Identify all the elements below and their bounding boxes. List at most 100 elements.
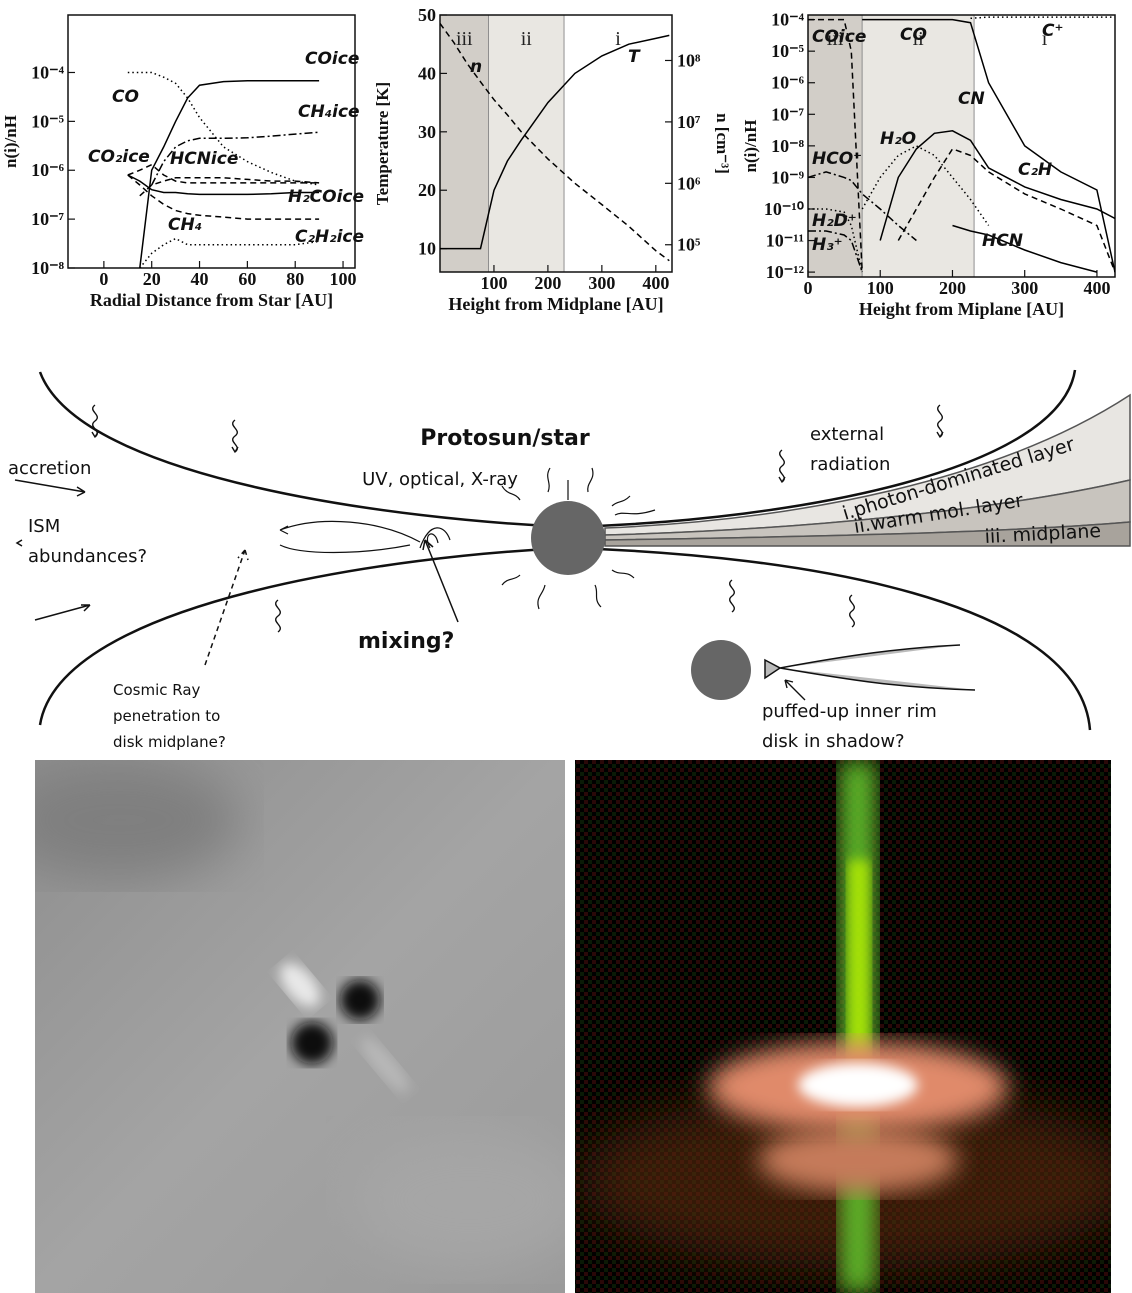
x-tick-label: 200 <box>534 273 561 293</box>
star-rays <box>501 467 656 610</box>
inner-star <box>691 640 751 700</box>
image-color <box>575 760 1111 1293</box>
series-line <box>127 174 320 220</box>
ism-label: ISM <box>28 516 60 537</box>
series-line <box>151 131 320 186</box>
y-tick-label: 10⁻⁷ <box>771 104 805 124</box>
x-tick-label: 400 <box>1083 278 1110 298</box>
rim-label: disk in shadow? <box>762 731 905 752</box>
series-line <box>127 163 320 184</box>
inner-rim <box>764 644 976 691</box>
y-tick-label: 10⁻¹² <box>766 262 804 282</box>
region <box>488 14 565 273</box>
series-line <box>808 18 863 273</box>
series-line <box>862 18 1115 273</box>
y2-tick-label: 10⁸ <box>677 50 701 70</box>
series-label: CO₂ice <box>88 147 150 167</box>
y2-tick-label: 10⁶ <box>677 173 701 193</box>
diagram <box>14 369 1131 731</box>
series-label: C⁺ <box>1042 21 1063 41</box>
series-label: C₂H <box>1018 160 1052 180</box>
series-line <box>970 16 1115 20</box>
accretion-label: accretion <box>8 458 91 479</box>
series-line <box>808 230 863 273</box>
rim-label: puffed-up inner rim <box>762 701 937 722</box>
chart: 0 20 40 60 80 100 10⁻⁸ 10⁻⁷ 10⁻⁶ 10⁻⁵ 10⁻⁴ Radial D… <box>1 14 364 310</box>
series-label: C₂H₂ice <box>295 227 364 247</box>
y-tick-label: 10⁻⁸ <box>771 136 805 156</box>
series-line <box>897 147 1115 273</box>
series-line <box>139 237 320 268</box>
y-tick-label: 10⁻⁵ <box>771 41 805 61</box>
region-label: iii <box>827 28 844 50</box>
cosmic-label: disk midplane? <box>113 733 226 751</box>
external-label: external <box>810 424 884 445</box>
star-label: Protosun/star <box>420 426 590 451</box>
series-label: COice <box>812 27 866 47</box>
cosmic-label: penetration to <box>113 707 220 725</box>
y-tick-label: 40 <box>418 63 436 83</box>
mixing-flow <box>279 520 451 554</box>
series-line <box>861 145 990 226</box>
protostar <box>531 501 605 575</box>
series-label: CO <box>900 25 927 45</box>
x-tick-label: 200 <box>939 278 966 298</box>
x-tick-label: 40 <box>191 269 209 289</box>
series-line <box>808 208 863 273</box>
y-tick-label: 10 <box>418 239 436 259</box>
x-tick-label: 100 <box>330 269 357 289</box>
x-tick-label: 100 <box>867 278 894 298</box>
series-line <box>139 79 320 268</box>
x-axis-label: Height from Miplane [AU] <box>859 299 1064 319</box>
series-label: H₂D⁺ <box>812 211 857 231</box>
x-tick-label: 80 <box>286 269 304 289</box>
y-tick-label: 10⁻¹⁰ <box>764 199 804 219</box>
y-tick-label: 10⁻⁶ <box>771 73 805 93</box>
series-label: HCO⁺ <box>812 149 862 169</box>
series-line <box>808 171 917 242</box>
region <box>973 14 1116 278</box>
y-tick-label: 30 <box>418 122 436 142</box>
series-label: T <box>628 47 641 67</box>
y-tick-label: 10⁻¹¹ <box>766 231 804 251</box>
cosmic-arrow <box>204 549 249 666</box>
series-line <box>952 224 1098 273</box>
layer-iii <box>604 521 1131 547</box>
y2-axis-label: n [cm⁻³] <box>713 113 732 174</box>
region-label: i <box>615 28 621 50</box>
x-axis-label: Radial Distance from Star [AU] <box>90 290 333 310</box>
mixing-arrow <box>422 539 459 623</box>
plot-frame <box>439 14 673 273</box>
y-axis-label: Temperature [K] <box>373 82 392 205</box>
x-tick-label: 300 <box>1011 278 1038 298</box>
region-label: i <box>1042 28 1048 50</box>
x-axis-label: Height from Midplane [AU] <box>448 294 663 314</box>
plot-frame <box>67 14 356 269</box>
region-label: iii <box>456 28 473 50</box>
series-line <box>440 23 670 262</box>
x-tick-label: 300 <box>588 273 615 293</box>
series-line <box>879 130 1115 241</box>
image-grayscale <box>35 760 565 1293</box>
series-label: n <box>470 57 482 77</box>
y-tick-label: 10⁻⁴ <box>31 62 65 82</box>
radiation-label: UV, optical, X-ray <box>362 469 518 490</box>
x-tick-label: 0 <box>804 278 813 298</box>
rim-arrow <box>784 679 806 701</box>
series-label: H₃⁺ <box>812 235 843 255</box>
chart: iii ii i0 100 200 300 40010⁻¹²10⁻¹¹10⁻¹⁰10⁻⁹10… <box>741 10 1116 319</box>
y-tick-label: 10⁻⁴ <box>771 10 805 30</box>
y-tick-label: 10⁻⁸ <box>31 258 65 278</box>
external-label: radiation <box>810 454 890 475</box>
series-label: H₂O <box>880 129 916 149</box>
series-label: CH₄ <box>168 215 202 235</box>
series-label: COice <box>305 49 359 69</box>
series-label: HCNice <box>170 149 238 169</box>
x-tick-label: 20 <box>143 269 161 289</box>
series-label: H₂COice <box>288 187 364 207</box>
y-axis-label: n(i)/nH <box>741 120 760 173</box>
series-line <box>139 177 320 197</box>
